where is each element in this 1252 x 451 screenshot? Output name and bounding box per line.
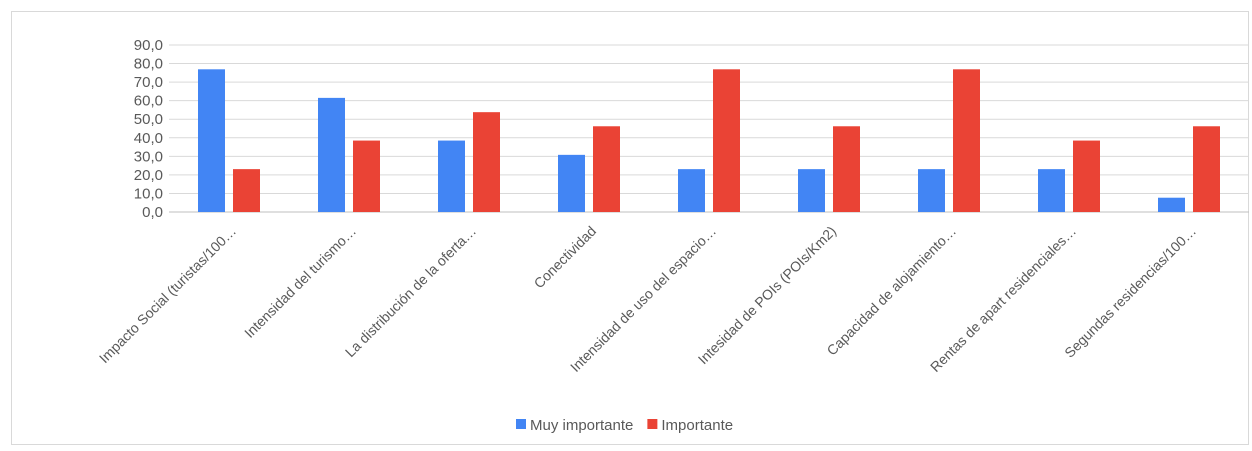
y-tick-label: 70,0 [134, 74, 163, 91]
bar-importante [713, 69, 740, 213]
bar-chart: 0,010,020,030,040,050,060,070,080,090,0 … [96, 37, 1249, 434]
x-category-label: Intensidad de uso del espacio… [567, 223, 719, 375]
legend-label: Importante [661, 417, 733, 434]
bar-importante [473, 112, 500, 212]
gridlines [169, 44, 1249, 213]
chart-frame: 0,0 10,0 20,0 30,0 40,0 50,0 60,0 70,0 80,0 90,0 … [11, 11, 1249, 445]
y-axis-ticks: 0,0 10,020,0 30,040,0 50,060,0 70,080,0 90,0 [134, 37, 163, 221]
bar-importante [353, 140, 380, 212]
bar-muy-importante [1038, 169, 1065, 212]
legend-label: Muy importante [530, 417, 633, 434]
y-tick-label: 50,0 [134, 111, 163, 128]
x-category-label: Intensidad del turismo… [241, 223, 359, 341]
bar-muy-importante [318, 97, 345, 212]
x-category-label: Rentas de apart residenciales… [927, 223, 1079, 375]
bar-muy-importante [798, 169, 825, 212]
x-category-label: Impacto Social (turistas/100… [96, 223, 239, 366]
x-category-label: Capacidad de alojamiento… [823, 223, 959, 359]
y-tick-label: 30,0 [134, 148, 163, 165]
y-tick-label: 0,0 [142, 204, 163, 221]
bar-importante [1193, 126, 1220, 212]
x-axis-labels: Impacto Social (turistas/100… Intensidad … [96, 223, 1199, 375]
y-tick-label: 90,0 [134, 37, 163, 54]
bar-muy-importante [678, 169, 705, 212]
bar-muy-importante [918, 169, 945, 212]
y-tick-label: 20,0 [134, 167, 163, 184]
bar-muy-importante [198, 69, 225, 213]
legend-swatch [647, 419, 658, 429]
x-category-label: Intesidad de POIs (POIs/Km2) [695, 223, 839, 367]
bar-importante [593, 126, 620, 212]
x-category-label: La distribución de la oferta… [342, 223, 479, 360]
y-tick-label: 80,0 [134, 56, 163, 73]
bar-muy-importante [1158, 197, 1185, 212]
bar-importante [1073, 140, 1100, 212]
x-category-label: Conectividad [531, 223, 600, 292]
bar-importante [833, 126, 860, 212]
bars [198, 69, 1220, 213]
legend-swatch [516, 419, 526, 429]
legend: Muy importante Importante [516, 417, 733, 434]
y-tick-label: 10,0 [134, 185, 163, 202]
bar-importante [953, 69, 980, 213]
y-tick-label: 60,0 [134, 93, 163, 110]
bar-muy-importante [558, 154, 585, 212]
x-category-label: Segundas residencias/100… [1061, 223, 1199, 361]
y-tick-label: 40,0 [134, 130, 163, 147]
bar-importante [233, 169, 260, 212]
bar-muy-importante [438, 140, 465, 212]
